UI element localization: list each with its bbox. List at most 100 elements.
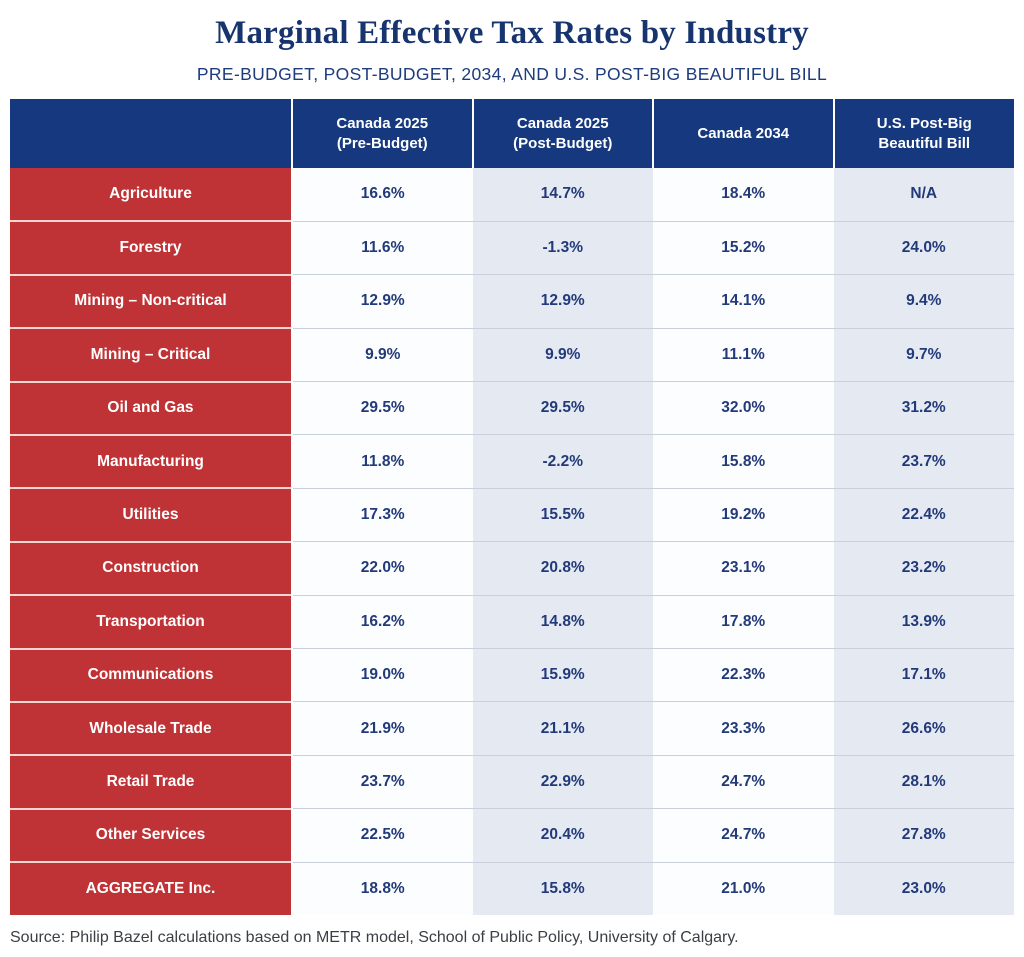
table-row: Forestry 11.6% -1.3% 15.2% 24.0% [10,220,1014,275]
table-cell-value: 22.4% [833,487,1014,542]
table-cell-value: 23.7% [292,754,473,809]
table-cell-value: 27.8% [833,808,1014,863]
source-note: Source: Philip Bazel calculations based … [10,929,739,946]
table-row: Mining – Critical 9.9% 9.9% 11.1% 9.7% [10,327,1014,382]
metr-table-container: Canada 2025 (Pre-Budget) Canada 2025 (Po… [10,99,1014,916]
page-title: Marginal Effective Tax Rates by Industry [215,15,809,51]
table-cell-value: -1.3% [472,220,653,275]
table-cell-value: 11.6% [292,220,473,275]
row-label-industry: Utilities [10,487,293,542]
table-cell-value: 22.0% [292,541,473,596]
table-cell-value: N/A [833,168,1014,222]
table-cell-value: 23.1% [653,541,834,596]
table-row: Communications 19.0% 15.9% 22.3% 17.1% [10,647,1014,702]
row-label-industry: Other Services [10,807,293,863]
table-cell-value: 20.8% [472,541,653,596]
table-row: Transportation 16.2% 14.8% 17.8% 13.9% [10,594,1014,649]
table-cell-value: 14.8% [472,594,653,649]
table-cell-value: 14.1% [653,274,834,329]
table-cell-value: 19.0% [292,648,473,702]
table-cell-value: 9.9% [292,327,473,382]
metr-table: Canada 2025 (Pre-Budget) Canada 2025 (Po… [10,99,1014,916]
column-header-line1: Canada 2034 [697,124,790,142]
table-cell-value: 21.9% [292,701,473,756]
table-cell-value: 9.7% [833,327,1014,382]
table-cell-value: 11.1% [653,327,834,382]
table-cell-value: 9.4% [833,274,1014,329]
table-cell-value: 15.5% [472,487,653,542]
table-cell-value: 22.9% [472,754,653,809]
table-cell-value: 17.8% [653,594,834,649]
column-header-line1: Canada 2025 [336,115,429,133]
table-cell-value: 16.2% [292,594,473,649]
column-header-line1: Canada 2025 [516,115,609,133]
table-cell-value: 15.8% [653,434,834,489]
row-label-industry: Oil and Gas [10,380,293,435]
column-header-canada-2025-pre-budget: Canada 2025 (Pre-Budget) [292,99,474,168]
table-cell-value: 23.7% [833,434,1014,489]
table-cell-value: 18.4% [653,168,834,222]
table-cell-value: 24.7% [653,754,834,809]
table-cell-value: -2.2% [472,434,653,489]
table-cell-value: 18.8% [292,861,473,916]
table-cell-value: 9.9% [472,327,653,382]
table-cell-value: 24.0% [833,220,1014,275]
table-cell-value: 29.5% [472,381,653,435]
table-row: Oil and Gas 29.5% 29.5% 32.0% 31.2% [10,380,1014,435]
table-cell-value: 17.3% [292,487,473,542]
column-header-line1: U.S. Post-Big [876,115,972,133]
column-header-canada-2034: Canada 2034 [653,99,835,168]
row-label-industry: Agriculture [10,168,293,222]
page-subtitle: PRE-BUDGET, POST-BUDGET, 2034, AND U.S. … [196,63,828,84]
table-cell-value: 21.0% [653,861,834,916]
table-cell-value: 22.5% [292,808,473,863]
table-cell-value: 24.7% [653,808,834,863]
table-cell-value: 12.9% [292,274,473,329]
row-label-industry: Forestry [10,220,293,275]
table-cell-value: 23.0% [833,861,1014,916]
table-cell-value: 23.2% [833,541,1014,596]
table-cell-value: 15.8% [472,861,653,916]
row-label-industry: Retail Trade [10,754,293,809]
table-cell-value: 21.1% [472,701,653,756]
table-cell-value: 23.3% [653,701,834,756]
table-row: Mining – Non-critical 12.9% 12.9% 14.1% 9.4% [10,273,1014,329]
table-cell-value: 26.6% [833,701,1014,756]
table-cell-value: 28.1% [833,754,1014,809]
table-row: Agriculture 16.6% 14.7% 18.4% N/A [10,168,1014,222]
table-cell-value: 22.3% [653,648,834,702]
column-header-industry [10,99,293,168]
table-cell-value: 14.7% [472,168,653,222]
row-label-industry: Construction [10,540,293,596]
table-header: Canada 2025 (Pre-Budget) Canada 2025 (Po… [10,99,1014,168]
table-body: Agriculture 16.6% 14.7% 18.4% N/A Forestry 11.… [10,168,1014,916]
row-label-industry: Manufacturing [10,433,293,489]
table-cell-value: 29.5% [292,381,473,435]
title-block: Marginal Effective Tax Rates by Industry… [0,0,1024,85]
row-label-industry: AGGREGATE Inc. [10,861,293,916]
table-cell-value: 12.9% [472,274,653,329]
table-cell-value: 17.1% [833,648,1014,702]
table-cell-value: 20.4% [472,808,653,863]
table-cell-value: 11.8% [292,434,473,489]
column-header-line2: (Post-Budget) [513,134,613,152]
table-cell-value: 15.2% [653,220,834,275]
table-cell-value: 16.6% [292,168,473,222]
table-row: Other Services 22.5% 20.4% 24.7% 27.8% [10,807,1014,863]
table-cell-value: 31.2% [833,381,1014,435]
table-row: Manufacturing 11.8% -2.2% 15.8% 23.7% [10,433,1014,489]
table-row: Utilities 17.3% 15.5% 19.2% 22.4% [10,487,1014,542]
row-label-industry: Wholesale Trade [10,700,293,756]
table-row: AGGREGATE Inc. 18.8% 15.8% 21.0% 23.0% [10,861,1014,916]
table-cell-value: 15.9% [472,648,653,702]
row-label-industry: Mining – Non-critical [10,273,293,329]
table-cell-value: 13.9% [833,594,1014,649]
table-row: Construction 22.0% 20.8% 23.1% 23.2% [10,540,1014,596]
row-label-industry: Mining – Critical [10,327,293,382]
header-row: Canada 2025 (Pre-Budget) Canada 2025 (Po… [10,99,1014,168]
table-cell-value: 19.2% [653,487,834,542]
row-label-industry: Transportation [10,594,293,649]
column-header-line2: Beautiful Bill [878,134,971,152]
table-row: Retail Trade 23.7% 22.9% 24.7% 28.1% [10,754,1014,809]
